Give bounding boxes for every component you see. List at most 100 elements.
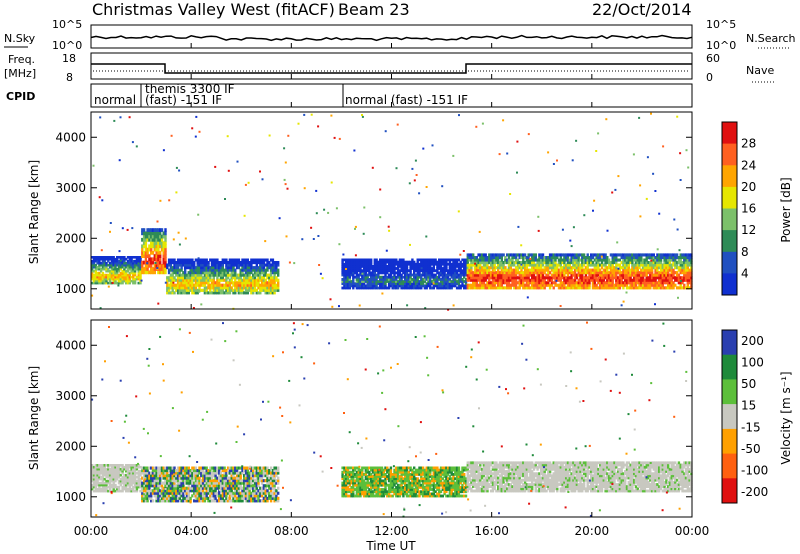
heatmap-cell [400,280,403,283]
heatmap-cell [157,250,160,255]
heatmap-cell [581,271,584,275]
heatmap-cell [219,481,223,485]
heatmap-cell [91,269,94,273]
heatmap-cell [130,487,133,491]
heatmap-cell [96,481,99,485]
heatmap-cell [382,258,385,262]
heatmap-cell [690,266,693,270]
heatmap-cell [200,271,203,275]
heatmap-cell [450,282,453,286]
noise-tick-bottom: 10^0 [52,39,82,52]
heatmap-cell [94,279,97,283]
heatmap-cell [253,258,257,262]
heatmap-speck [457,210,460,213]
heatmap-cell [277,281,280,285]
heatmap-cell [167,479,171,483]
velocity-data [91,321,693,518]
heatmap-speck [354,227,356,230]
heatmap-cell [497,263,500,267]
heatmap-cell [176,268,180,272]
heatmap-cell [448,278,452,281]
heatmap-cell [130,489,133,493]
heatmap-cell [155,489,158,493]
heatmap-cell [175,271,178,275]
heatmap-cell [132,464,135,467]
heatmap-cell [135,465,139,469]
heatmap-cell [649,276,652,280]
heatmap-cell [668,278,672,282]
heatmap-cell [180,261,183,265]
heatmap-cell [384,284,387,288]
heatmap-cell [421,262,425,266]
heatmap-cell [230,288,233,292]
heatmap-cell [379,286,382,290]
heatmap-cell [151,474,155,478]
heatmap-cell [128,471,131,475]
heatmap-cell [345,275,348,279]
heatmap-cell [429,260,432,264]
heatmap-cell [613,283,616,287]
heatmap-cell [688,258,691,262]
heatmap-cell [169,486,173,490]
heatmap-cell [654,266,657,270]
heatmap-cell [262,266,266,270]
heatmap-cell [559,261,562,265]
heatmap-cell [633,281,636,285]
heatmap-cell [107,489,110,493]
heatmap-cell [416,275,419,279]
heatmap-cell [219,271,223,275]
heatmap-speck [595,150,598,152]
heatmap-cell [155,250,158,255]
heatmap-cell [157,469,160,473]
heatmap-cell [126,469,130,473]
heatmap-cell [502,253,505,257]
heatmap-cell [484,273,487,277]
heatmap-speck [569,239,572,242]
heatmap-cell [260,283,264,287]
heatmap-cell [352,262,355,266]
heatmap-cell [506,268,509,272]
heatmap-cell [591,268,595,272]
heatmap-cell [654,286,657,290]
heatmap-cell [189,471,192,475]
heatmap-cell [255,273,258,277]
heatmap-cell [420,282,423,286]
heatmap-cell [411,265,414,268]
heatmap-cell [370,258,373,262]
heatmap-cell [629,268,632,272]
heatmap-cell [345,284,348,288]
heatmap-cell [504,278,507,282]
heatmap-cell [375,275,378,279]
heatmap-cell [128,479,131,483]
heatmap-cell [228,491,232,495]
heatmap-cell [105,265,108,269]
heatmap-cell [414,282,418,286]
heatmap-cell [443,273,446,277]
heatmap-cell [201,283,205,287]
heatmap-cell [178,268,181,272]
heatmap-cell [94,273,97,277]
heatmap-cell [112,265,115,269]
heatmap-cell [565,268,568,272]
heatmap-cell [200,261,203,265]
heatmap-cell [180,474,183,478]
heatmap-cell [452,267,455,270]
heatmap-speck [236,160,239,163]
heatmap-cell [234,268,237,272]
heatmap-cell [665,276,668,280]
heatmap-cell [480,268,484,272]
heatmap-cell [459,284,462,288]
heatmap-cell [573,276,577,280]
heatmap-cell [187,258,190,262]
heatmap-cell [150,496,153,500]
heatmap-cell [266,281,269,285]
heatmap-cell [164,471,167,475]
heatmap-cell [125,479,128,483]
heatmap-cell [141,263,144,268]
heatmap-cell [226,484,230,488]
heatmap-cell [187,474,190,478]
heatmap-cell [366,284,369,288]
heatmap-cell [244,268,248,272]
